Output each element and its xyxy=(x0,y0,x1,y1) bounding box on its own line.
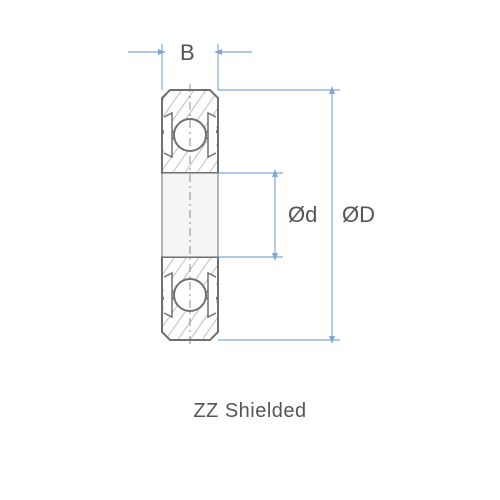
dim-label-inner-dia: Ød xyxy=(288,202,317,227)
dim-label-outer-dia: ØD xyxy=(342,202,375,227)
diagram-stage: B Ød ØD ZZ Shielded xyxy=(0,0,500,500)
bearing-cross-section: B Ød ØD xyxy=(0,0,500,500)
caption: ZZ Shielded xyxy=(0,400,500,423)
dim-label-width: B xyxy=(180,40,195,65)
